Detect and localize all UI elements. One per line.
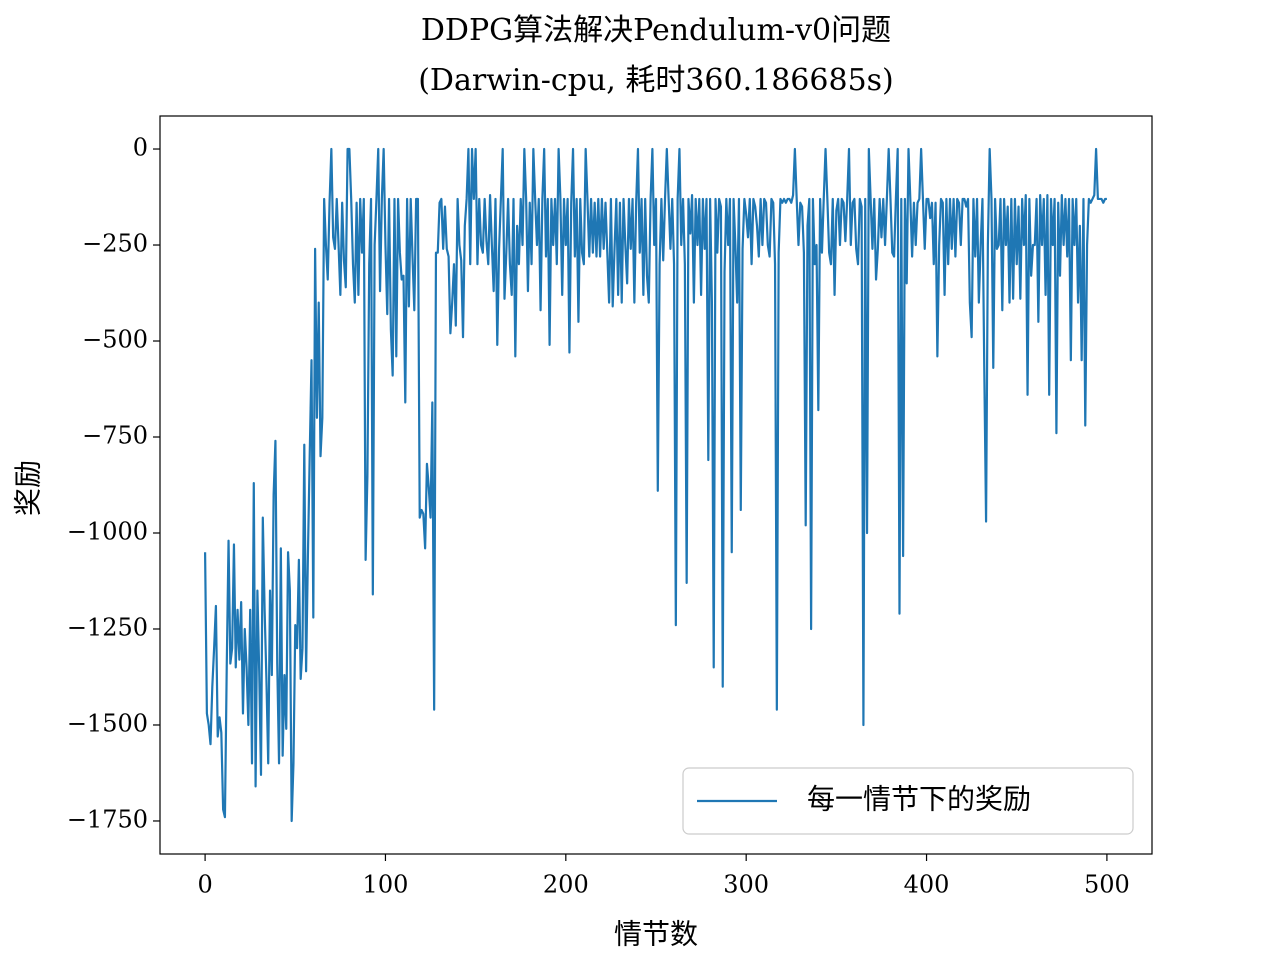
y-tick-label: −750 <box>82 422 148 450</box>
x-tick-label: 400 <box>904 871 950 899</box>
y-tick-label: −1250 <box>67 613 148 641</box>
x-tick-label: 200 <box>543 871 589 899</box>
x-tick-label: 100 <box>363 871 409 899</box>
y-tick-label: −250 <box>82 230 148 258</box>
legend-box <box>682 767 1134 835</box>
chart-title: DDPG算法解决Pendulum-v0问题 <box>421 13 891 48</box>
y-tick-label: −1750 <box>67 805 148 833</box>
y-tick-label: −1000 <box>67 517 148 545</box>
chart-subtitle: (Darwin-cpu, 耗时360.186685s) <box>418 63 894 98</box>
data-line <box>203 147 1107 823</box>
legend-label: 每一情节下的奖励 <box>807 783 1031 816</box>
y-tick-label: 0 <box>133 134 148 162</box>
x-tick-label: 300 <box>723 871 769 899</box>
y-tick-label: −1500 <box>67 709 148 737</box>
x-tick-label: 500 <box>1084 871 1130 899</box>
plot-frame <box>159 115 1153 855</box>
y-axis-label: 奖励 <box>12 460 45 516</box>
x-tick-label: 0 <box>197 871 212 899</box>
y-tick-label: −500 <box>82 326 148 354</box>
x-axis-label: 情节数 <box>614 918 698 951</box>
